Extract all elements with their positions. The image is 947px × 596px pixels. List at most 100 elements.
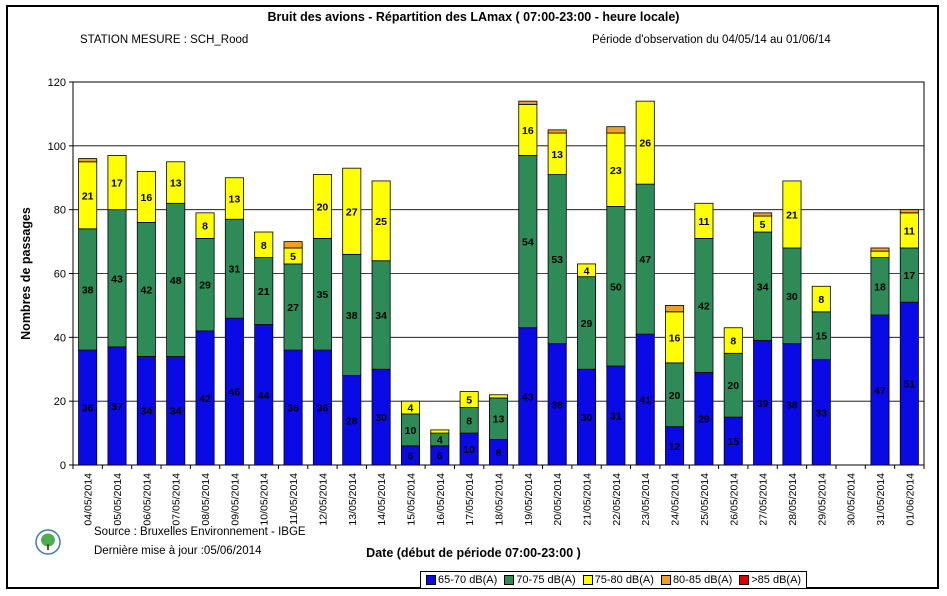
data-label: 30 [581, 412, 593, 424]
data-label: 10 [463, 444, 475, 456]
y-tick-label: 80 [54, 205, 66, 217]
y-tick-label: 120 [48, 77, 66, 89]
y-axis-title: Nombres de passages [19, 207, 33, 340]
data-label: 28 [346, 415, 358, 427]
x-tick-label: 12/05/2014 [317, 473, 329, 526]
data-label: 48 [170, 275, 182, 287]
bar-segment [166, 161, 186, 204]
bar-segment [870, 250, 890, 258]
x-tick-label: 28/05/2014 [787, 473, 799, 526]
data-label: 30 [786, 291, 798, 303]
bar-segment [430, 429, 450, 434]
data-label: 43 [111, 273, 123, 285]
source-text: Source : Bruxelles Environnement - IBGE [94, 526, 306, 538]
data-label: 23 [610, 165, 622, 177]
bar-segment [577, 263, 597, 278]
chart-legend: 65-70 dB(A) 70-75 dB(A) 75-80 dB(A) 80-85 d… [420, 571, 808, 589]
legend-swatch [426, 575, 436, 585]
data-label: 29 [698, 414, 710, 426]
data-label: 13 [551, 149, 563, 161]
legend-swatch [504, 575, 515, 585]
data-label: 50 [610, 281, 622, 293]
x-tick-label: 27/05/2014 [758, 473, 770, 526]
legend-item: >85 dB(A) [739, 574, 801, 586]
bar-segment [899, 209, 919, 214]
data-label: 21 [786, 209, 798, 221]
data-label: 5 [466, 395, 472, 407]
x-tick-label: 04/05/2014 [83, 473, 95, 526]
period-label: Période d'observation du 04/05/14 au 01/… [592, 34, 831, 46]
data-label: 47 [639, 254, 651, 266]
data-label: 36 [287, 403, 299, 415]
data-label: 12 [669, 441, 681, 453]
data-label: 34 [757, 281, 769, 293]
legend-label: 65-70 dB(A) [438, 574, 498, 586]
x-tick-label: 22/05/2014 [611, 473, 623, 526]
data-label: 54 [522, 237, 534, 249]
data-label: 21 [258, 286, 270, 298]
x-tick-label: 21/05/2014 [582, 473, 594, 526]
data-label: 8 [202, 221, 208, 233]
x-tick-label: 17/05/2014 [464, 473, 476, 526]
x-tick-label: 25/05/2014 [699, 473, 711, 526]
bar-segment [107, 155, 127, 211]
data-label: 34 [141, 406, 153, 418]
legend-item: 80-85 dB(A) [660, 574, 732, 586]
bar-segment [782, 180, 802, 249]
x-tick-label: 29/05/2014 [816, 473, 828, 526]
bar-segment [459, 391, 479, 408]
x-tick-label: 13/05/2014 [347, 473, 359, 526]
legend-item: 75-80 dB(A) [582, 574, 654, 586]
data-label: 42 [199, 393, 211, 405]
bar-segment [224, 177, 244, 220]
data-label: 8 [730, 336, 736, 348]
data-label: 15 [815, 331, 827, 343]
data-label: 20 [669, 390, 681, 402]
y-tick-label: 100 [48, 141, 66, 153]
bar-segment [78, 158, 98, 163]
data-label: 44 [258, 390, 270, 402]
data-label: 5 [760, 219, 766, 231]
legend-swatch [660, 575, 671, 585]
y-tick-label: 20 [54, 396, 66, 408]
x-tick-label: 15/05/2014 [405, 473, 417, 526]
data-label: 8 [261, 240, 267, 252]
data-label: 31 [229, 264, 241, 276]
data-label: 43 [522, 391, 534, 403]
bar-segment [312, 174, 332, 239]
data-label: 31 [610, 411, 622, 423]
x-tick-label: 20/05/2014 [552, 473, 564, 526]
bar-segment [136, 170, 156, 223]
x-tick-label: 30/05/2014 [846, 473, 858, 526]
data-label: 34 [170, 406, 182, 418]
data-label: 8 [496, 447, 502, 459]
x-tick-label: 11/05/2014 [288, 473, 300, 525]
data-label: 33 [815, 407, 827, 419]
data-label: 42 [698, 300, 710, 312]
data-label: 8 [466, 415, 472, 427]
bar-segment [518, 100, 538, 105]
data-label: 30 [375, 412, 387, 424]
data-label: 36 [82, 403, 94, 415]
x-tick-label: 14/05/2014 [376, 473, 388, 526]
bar-segment [753, 212, 773, 217]
data-label: 38 [346, 310, 358, 322]
legend-label: 70-75 dB(A) [516, 574, 576, 586]
update-text: Dernière mise à jour :05/06/2014 [94, 545, 262, 557]
data-label: 11 [904, 225, 915, 237]
x-tick-label: 01/06/2014 [904, 473, 916, 526]
chart-title: Bruit des avions - Répartition des LAmax… [267, 10, 680, 24]
data-label: 39 [757, 398, 769, 410]
bar-segment [665, 305, 685, 313]
x-tick-label: 26/05/2014 [728, 473, 740, 526]
data-label: 4 [584, 265, 590, 277]
legend-swatch [739, 575, 750, 585]
tree-leaf-logo-icon [35, 529, 61, 560]
bar-segment [811, 285, 831, 313]
data-label: 27 [346, 206, 358, 218]
x-tick-label: 31/05/2014 [875, 473, 887, 526]
data-label: 16 [141, 192, 153, 204]
data-label: 38 [82, 284, 94, 296]
data-label: 17 [111, 178, 123, 190]
